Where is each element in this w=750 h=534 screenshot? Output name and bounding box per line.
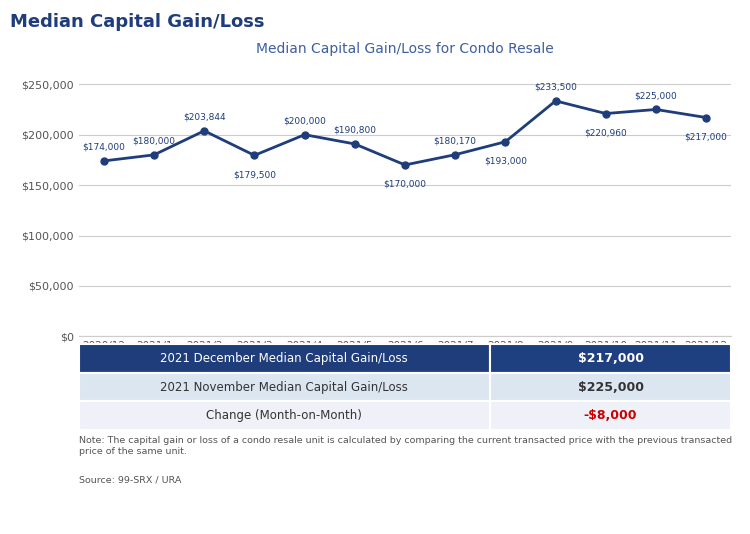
Text: $217,000: $217,000 [685,132,728,142]
Text: Change (Month-on-Month): Change (Month-on-Month) [206,409,362,422]
Text: $220,960: $220,960 [584,129,627,137]
Text: 2021 November Median Capital Gain/Loss: 2021 November Median Capital Gain/Loss [160,381,408,394]
Text: $180,000: $180,000 [133,137,176,145]
Text: $203,844: $203,844 [183,113,226,121]
Text: 2021 December Median Capital Gain/Loss: 2021 December Median Capital Gain/Loss [160,352,408,365]
Text: $225,000: $225,000 [578,381,644,394]
Text: $170,000: $170,000 [383,180,427,189]
Text: $233,500: $233,500 [534,83,577,91]
Text: Source: 99-SRX / URA: Source: 99-SRX / URA [79,475,182,484]
Text: Median Capital Gain/Loss: Median Capital Gain/Loss [10,13,264,32]
Title: Median Capital Gain/Loss for Condo Resale: Median Capital Gain/Loss for Condo Resal… [256,42,554,56]
Text: $225,000: $225,000 [634,91,677,100]
Text: $180,170: $180,170 [433,136,477,145]
Text: $217,000: $217,000 [578,352,644,365]
Text: $174,000: $174,000 [82,143,125,152]
Text: $190,800: $190,800 [333,125,376,135]
Text: -$8,000: -$8,000 [584,409,638,422]
Text: $193,000: $193,000 [484,156,527,166]
Text: $200,000: $200,000 [284,116,326,125]
Text: $179,500: $179,500 [233,170,276,179]
Text: Note: The capital gain or loss of a condo resale unit is calculated by comparing: Note: The capital gain or loss of a cond… [79,436,732,456]
